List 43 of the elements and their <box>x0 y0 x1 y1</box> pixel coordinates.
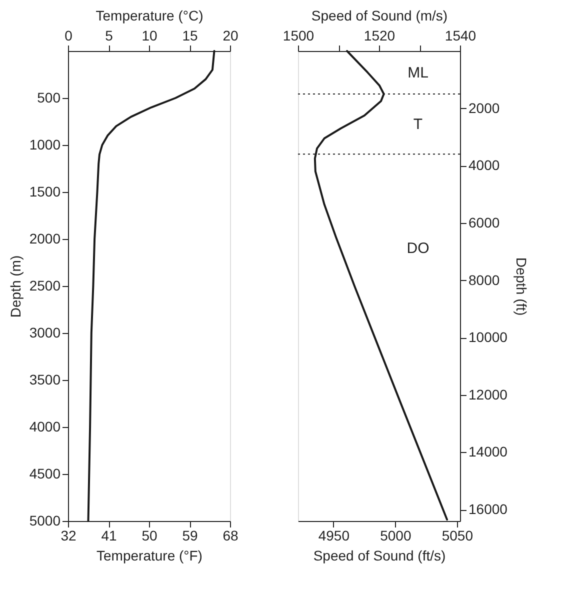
y-tick-label: 1500 <box>29 184 61 200</box>
y-tick-label: 3500 <box>29 372 61 388</box>
y-tick-label: 16000 <box>468 501 508 518</box>
x2-tick-label: 1540 <box>444 28 476 44</box>
x-tick-label: 4950 <box>318 528 350 544</box>
x-tick-label: 41 <box>101 528 117 544</box>
x2-tick-label: 1520 <box>364 28 396 44</box>
annotation: ML <box>408 64 428 82</box>
x2-tick-label: 0 <box>64 28 73 44</box>
x2-axis-title: Temperature (°C) <box>96 8 204 24</box>
y-tick-label: 6000 <box>468 214 500 230</box>
y-tick-label: 2000 <box>468 100 500 116</box>
y-tick-label: 500 <box>37 90 61 106</box>
y-tick-label: 2500 <box>29 278 61 294</box>
x2-axis-title: Speed of Sound (m/s) <box>311 8 448 24</box>
y-tick-label: 14000 <box>468 444 508 460</box>
y-axis-title: Depth (ft) <box>513 257 530 316</box>
x2-tick-label: 1500 <box>282 28 314 44</box>
y-axis-title: Depth (m) <box>7 255 24 318</box>
x-tick-label: 68 <box>222 528 238 544</box>
y-tick-label: 2000 <box>29 230 61 246</box>
x-tick-label: 5000 <box>380 528 412 544</box>
x-axis-title: Speed of Sound (ft/s) <box>313 548 446 564</box>
x-tick-label: 59 <box>182 528 198 544</box>
x2-tick-label: 20 <box>222 28 238 44</box>
y-tick-label: 5000 <box>29 512 61 528</box>
annotation: DO <box>406 240 430 258</box>
y-tick-label: 4000 <box>29 418 61 434</box>
x-tick-label: 5050 <box>442 528 474 544</box>
y-tick-label: 10000 <box>468 329 508 346</box>
y-tick-label: 8000 <box>468 272 500 288</box>
x2-tick-label: 10 <box>142 28 158 44</box>
x2-tick-label: 5 <box>105 28 114 44</box>
y-tick-label: 4000 <box>468 157 500 174</box>
y-tick-label: 3000 <box>29 324 61 340</box>
annotation: T <box>413 116 423 134</box>
x-tick-label: 32 <box>60 528 76 544</box>
y-tick-label: 4500 <box>29 466 61 482</box>
x-tick-label: 50 <box>142 528 158 544</box>
y-tick-label: 1000 <box>29 136 61 152</box>
x2-tick-label: 15 <box>182 28 198 44</box>
x-axis-title: Temperature (°F) <box>96 548 202 564</box>
y-tick-label: 12000 <box>468 386 508 402</box>
